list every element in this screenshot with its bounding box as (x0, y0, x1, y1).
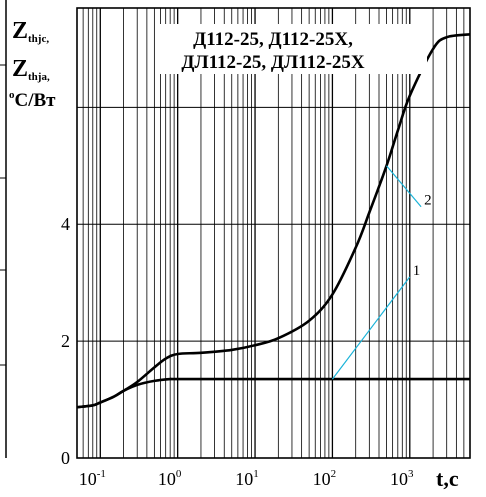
x-tick-label-exponent: 3 (408, 468, 414, 480)
y-axis-title: Zthjc, Zthja, oС/Вт (9, 14, 72, 132)
x-axis-title: t,c (436, 466, 459, 491)
y-axis-title-unit: С/Вт (15, 90, 57, 111)
x-tick-label-exponent: 1 (253, 468, 259, 480)
y-axis-title-line-3: oС/Вт (9, 89, 56, 111)
left-edge-fragment (0, 0, 7, 458)
x-tick-label-base: 10 (79, 469, 97, 489)
series-2-line (76, 33, 471, 409)
y-axis-title-line-1: Zthjc, (12, 18, 49, 45)
y-axis-title-line-2-base: Z (12, 56, 28, 82)
y-axis-title-degree: o (9, 89, 15, 101)
y-tick-label: 0 (61, 448, 70, 468)
y-axis-title-line-1-base: Z (12, 18, 28, 44)
chart-title-line-1: Д112-25, Д112-25Х, (193, 29, 353, 50)
series-2-label-leader (386, 165, 422, 208)
series-layer: 12 (76, 33, 471, 409)
grid (77, 8, 470, 458)
plot-frame (76, 7, 471, 459)
y-axis-title-background (10, 14, 72, 132)
y-axis-title-line-2: Zthja, (12, 56, 50, 83)
series-2-label: 2 (424, 193, 432, 209)
series-1-label: 1 (413, 263, 421, 279)
x-tick-label-base: 10 (235, 469, 253, 489)
x-tick-label-exponent: 2 (331, 468, 337, 480)
title-background (157, 24, 427, 74)
y-tick-label: 4 (61, 214, 70, 234)
x-tick-label-base: 10 (158, 469, 176, 489)
y-axis-title-line-2-sub: thja, (28, 71, 50, 83)
x-tick-label: 103 (390, 468, 414, 489)
x-tick-label: 100 (158, 468, 182, 489)
x-tick-label-base: 10 (313, 469, 331, 489)
chart-title-line-2: ДЛ112-25, ДЛ112-25Х (181, 52, 365, 73)
x-tick-label: 102 (313, 468, 337, 489)
y-axis-title-line-1-sub: thjc, (28, 33, 49, 45)
series-1-label-leader (331, 276, 411, 380)
x-tick-label: 10-1 (79, 468, 106, 489)
y-tick-label: 2 (61, 331, 70, 351)
x-tick-label-exponent: 0 (176, 468, 182, 480)
x-tick-label-base: 10 (390, 469, 408, 489)
x-tick-label-exponent: -1 (97, 468, 106, 480)
x-tick-label: 101 (235, 468, 259, 489)
